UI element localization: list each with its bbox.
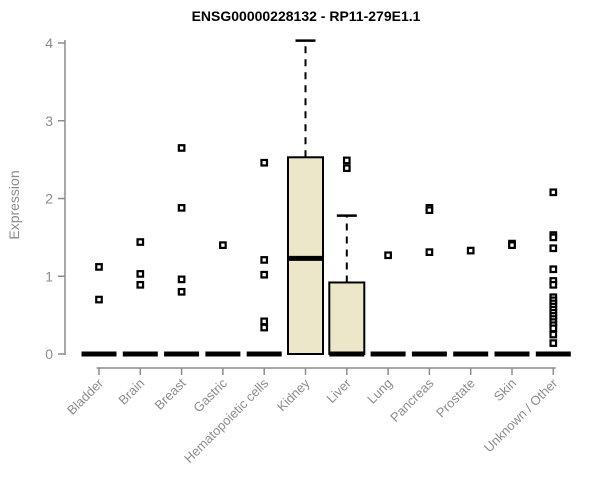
median-bar xyxy=(535,351,571,357)
median-bar xyxy=(494,351,530,357)
outlier-point xyxy=(342,156,351,165)
median-bar xyxy=(122,351,158,357)
x-tick-label: Kidney xyxy=(274,375,313,414)
outlier-point xyxy=(260,270,269,279)
outlier-point xyxy=(260,256,269,264)
outlier-point xyxy=(136,270,145,278)
outlier-point xyxy=(549,324,558,333)
outlier-point xyxy=(260,323,269,332)
outlier-point xyxy=(425,248,434,256)
x-tick-label: Gastric xyxy=(190,375,230,415)
outlier-point xyxy=(384,251,392,260)
outlier-point xyxy=(425,206,434,215)
outlier-point xyxy=(95,295,103,304)
median-bar xyxy=(370,351,406,357)
y-tick-label: 4 xyxy=(45,35,53,51)
y-tick-label: 0 xyxy=(45,346,53,362)
y-tick-label: 2 xyxy=(45,191,53,207)
y-tick-label: 3 xyxy=(45,113,53,129)
outlier-point xyxy=(549,265,558,274)
outlier-point xyxy=(177,275,186,284)
median-bar xyxy=(205,351,241,357)
box-iqr xyxy=(328,281,366,355)
median-bar xyxy=(81,351,117,357)
outlier-point xyxy=(549,330,558,339)
x-tick-label: Brain xyxy=(115,376,147,408)
box-iqr xyxy=(287,156,324,355)
x-tick-label: Liver xyxy=(323,375,354,406)
outlier-point xyxy=(260,317,269,326)
y-tick-label: 1 xyxy=(45,268,53,284)
x-tick-label: Prostate xyxy=(433,376,478,421)
outlier-point xyxy=(342,164,351,173)
outlier-point xyxy=(219,241,227,249)
outlier-point xyxy=(177,287,186,296)
x-tick-label: Bladder xyxy=(64,375,107,418)
outlier-point xyxy=(136,238,145,246)
median-bar xyxy=(246,351,282,357)
outlier-point xyxy=(508,241,516,249)
outlier-point xyxy=(549,280,558,289)
outlier-point xyxy=(549,339,558,347)
chart-title: ENSG00000228132 - RP11-279E1.1 xyxy=(191,8,421,24)
outlier-point xyxy=(177,203,186,212)
x-tick-label: Lung xyxy=(364,376,395,407)
outlier-point xyxy=(177,144,186,152)
outlier-point xyxy=(136,280,145,289)
outlier-point xyxy=(466,246,475,255)
x-tick-label: Breast xyxy=(152,375,189,412)
outlier-point xyxy=(260,158,269,167)
median-bar xyxy=(288,255,323,261)
x-tick-label: Unknown / Other xyxy=(481,375,561,455)
outlier-point xyxy=(549,188,558,197)
outlier-point xyxy=(95,263,103,271)
outlier-point xyxy=(549,233,558,242)
median-bar xyxy=(329,351,365,357)
x-tick-label: Pancreas xyxy=(387,375,437,425)
median-bar xyxy=(453,351,489,357)
outlier-point xyxy=(549,244,558,253)
median-bar xyxy=(411,351,447,357)
x-tick-label: Skin xyxy=(491,376,519,404)
median-bar xyxy=(164,351,200,357)
